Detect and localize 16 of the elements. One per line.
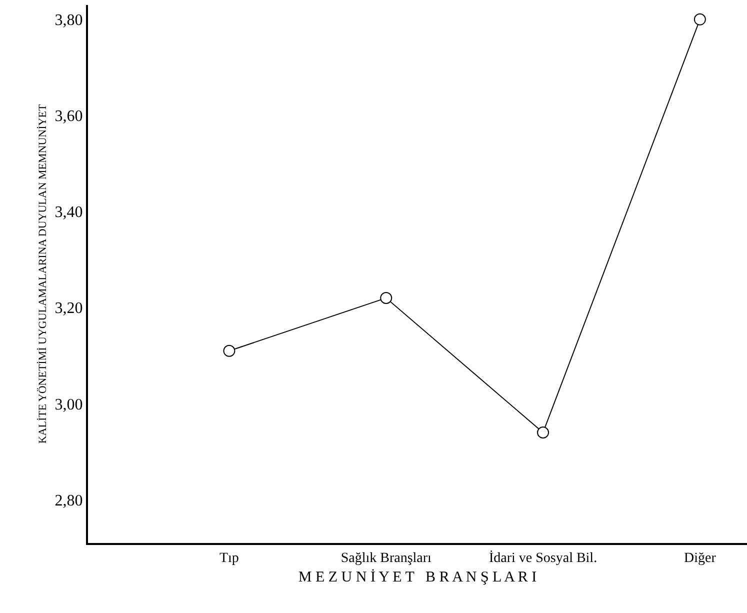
y-tick-label: 2,80	[54, 492, 83, 510]
y-tick-label: 3,00	[54, 396, 83, 414]
y-axis-title: KALİTE YÖNETİMİ UYGULAMALARINA DUYULAN MEMNUNİYET	[36, 104, 49, 444]
point	[694, 13, 706, 26]
point	[380, 292, 392, 304]
x-tick-label: Tıp	[219, 550, 239, 566]
x-axis-title: M E Z U N İ Y E T B R A N Ş L A R I	[298, 568, 537, 586]
x-tick-label: İdari ve Sosyal Bil.	[488, 550, 598, 566]
x-tick-label: Sağlık Branşları	[340, 550, 432, 566]
y-tick-label: 3,80	[54, 12, 83, 30]
y-tick-label: 3,20	[54, 300, 83, 318]
point	[537, 426, 550, 439]
y-tick-label: 3,40	[54, 204, 83, 222]
x-tick-label: Diğer	[684, 550, 716, 566]
y-tick-label: 3,60	[54, 108, 83, 126]
point	[223, 344, 236, 357]
